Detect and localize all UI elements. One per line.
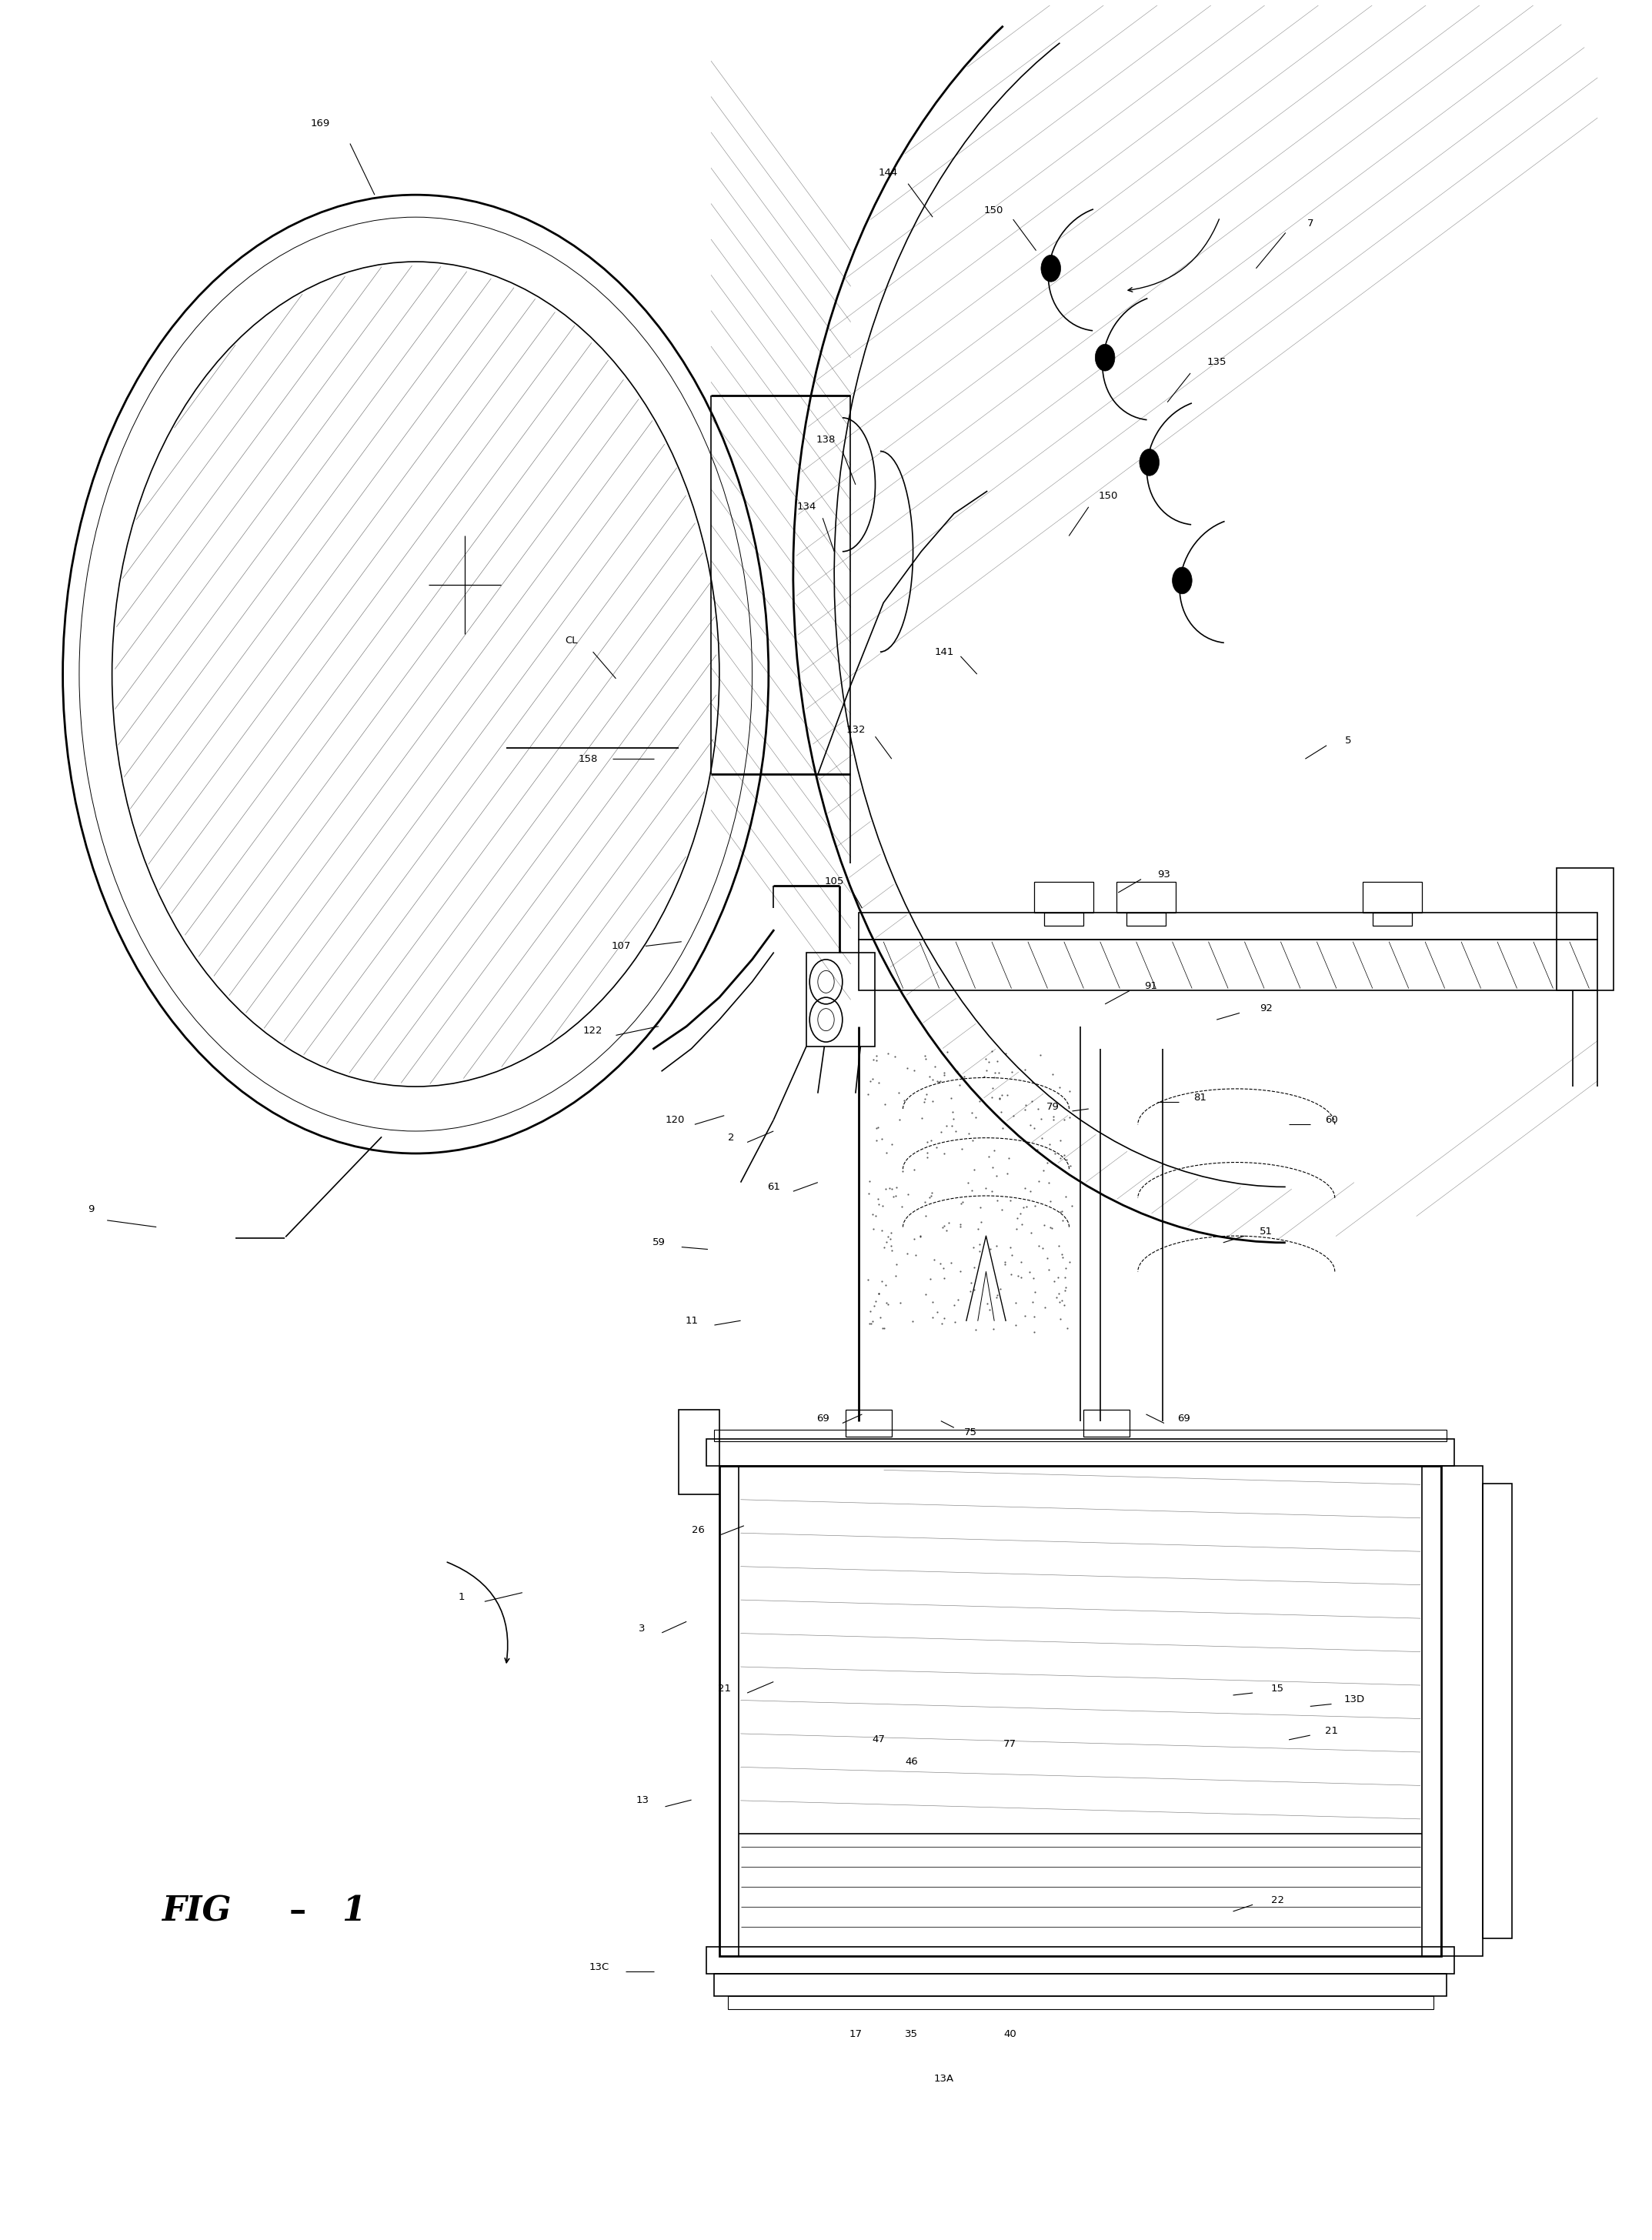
Text: 13A: 13A xyxy=(933,2074,955,2083)
Text: 92: 92 xyxy=(1259,1004,1272,1012)
Text: 13D: 13D xyxy=(1345,1696,1365,1705)
Text: 5: 5 xyxy=(1345,737,1351,746)
Text: 91: 91 xyxy=(1145,981,1158,992)
Text: 17: 17 xyxy=(849,2029,862,2038)
Bar xyxy=(1556,869,1614,990)
Text: 75: 75 xyxy=(963,1427,976,1438)
Text: 81: 81 xyxy=(1194,1093,1206,1102)
Bar xyxy=(1363,883,1422,912)
Bar xyxy=(1127,912,1166,925)
Bar xyxy=(1482,1483,1512,1938)
Text: 141: 141 xyxy=(935,647,953,656)
Text: 77: 77 xyxy=(1003,1738,1016,1749)
Text: 1: 1 xyxy=(458,1593,464,1602)
Circle shape xyxy=(1095,345,1115,372)
Text: 2: 2 xyxy=(727,1133,733,1142)
Text: 69: 69 xyxy=(816,1413,829,1425)
Text: 7: 7 xyxy=(1307,220,1313,228)
Text: 46: 46 xyxy=(905,1756,919,1767)
Text: 60: 60 xyxy=(1325,1116,1338,1124)
Text: 61: 61 xyxy=(767,1183,780,1192)
Text: 144: 144 xyxy=(879,168,899,177)
Text: 40: 40 xyxy=(1003,2029,1016,2038)
Bar xyxy=(1044,912,1084,925)
Bar xyxy=(1084,1409,1130,1436)
Text: 120: 120 xyxy=(666,1116,686,1124)
Text: 150: 150 xyxy=(1099,491,1118,502)
Bar xyxy=(806,952,876,1046)
Text: 122: 122 xyxy=(583,1026,603,1035)
Bar xyxy=(1373,912,1412,925)
Bar xyxy=(714,1973,1447,1996)
Text: 150: 150 xyxy=(983,206,1003,215)
Bar xyxy=(1034,883,1094,912)
Text: 21: 21 xyxy=(1325,1725,1338,1736)
Text: 15: 15 xyxy=(1270,1684,1284,1693)
Text: 169: 169 xyxy=(311,119,330,128)
Text: FIG: FIG xyxy=(162,1895,231,1929)
Bar xyxy=(727,1996,1434,2009)
Text: 93: 93 xyxy=(1158,869,1171,880)
Bar xyxy=(679,1409,719,1494)
Text: 26: 26 xyxy=(692,1525,704,1534)
Text: 134: 134 xyxy=(796,502,816,513)
Text: 135: 135 xyxy=(1208,356,1226,367)
Text: 51: 51 xyxy=(1259,1228,1272,1236)
Bar xyxy=(1117,883,1176,912)
Bar xyxy=(705,1947,1455,1973)
Text: 11: 11 xyxy=(686,1315,697,1326)
Text: 35: 35 xyxy=(905,2029,919,2038)
Text: 47: 47 xyxy=(872,1734,885,1745)
Text: 13C: 13C xyxy=(590,1962,610,1971)
Text: 59: 59 xyxy=(653,1239,666,1248)
Text: –: – xyxy=(289,1895,306,1929)
Bar xyxy=(1442,1465,1482,1956)
Bar xyxy=(859,912,1597,939)
Text: 69: 69 xyxy=(1178,1413,1189,1425)
Circle shape xyxy=(1041,255,1061,282)
Text: 13: 13 xyxy=(636,1794,649,1805)
Text: 79: 79 xyxy=(1046,1102,1059,1111)
Bar xyxy=(846,1409,892,1436)
Text: 138: 138 xyxy=(816,435,836,446)
Text: 158: 158 xyxy=(578,755,598,764)
Text: 21: 21 xyxy=(717,1684,730,1693)
Circle shape xyxy=(1173,567,1193,594)
Text: 22: 22 xyxy=(1270,1895,1284,1906)
Bar xyxy=(719,1465,1442,1956)
Bar xyxy=(714,1429,1447,1440)
Text: 105: 105 xyxy=(824,876,844,887)
Text: 1: 1 xyxy=(342,1895,365,1929)
Bar xyxy=(705,1438,1455,1465)
Text: 107: 107 xyxy=(611,941,631,952)
Text: 9: 9 xyxy=(88,1205,94,1214)
Text: CL: CL xyxy=(565,636,578,645)
Text: 3: 3 xyxy=(639,1624,646,1633)
Bar xyxy=(859,939,1597,990)
Circle shape xyxy=(1140,448,1160,475)
Text: 132: 132 xyxy=(846,726,866,735)
